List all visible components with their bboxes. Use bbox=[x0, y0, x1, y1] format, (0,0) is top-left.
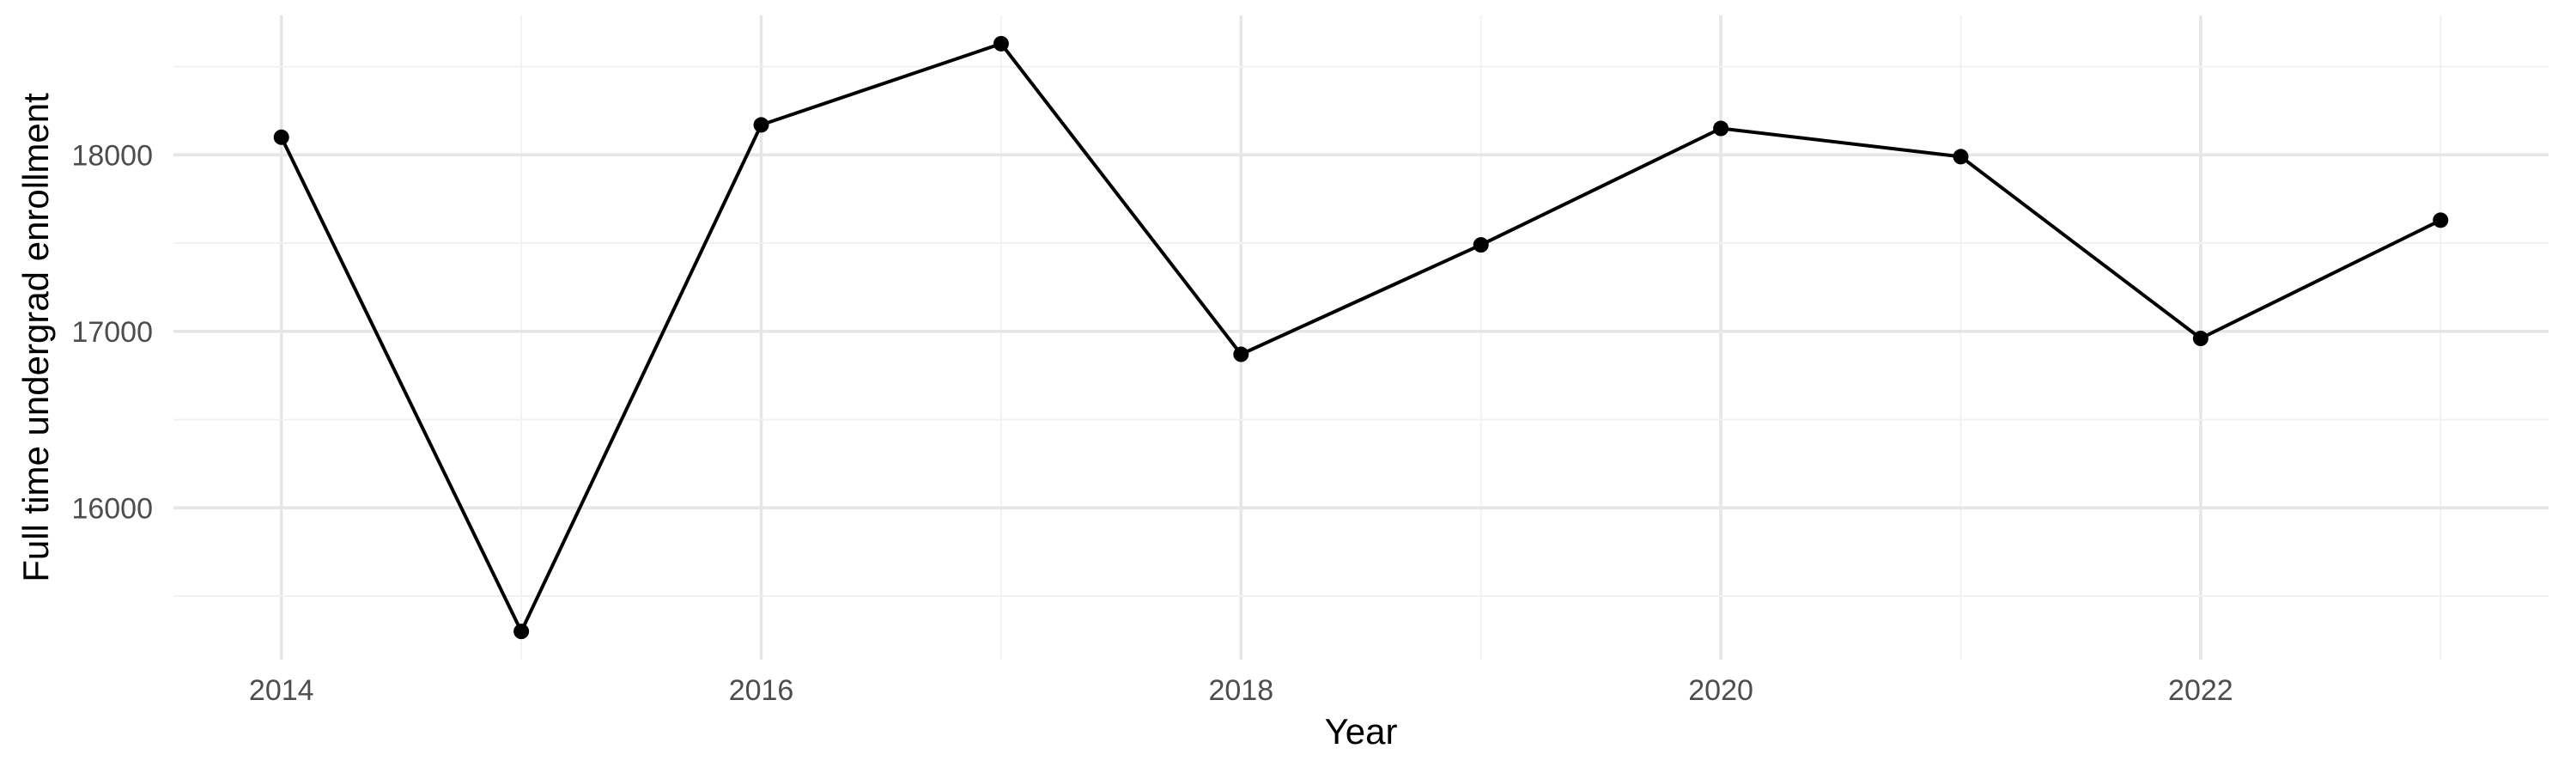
y-tick-label: 17000 bbox=[71, 316, 153, 349]
data-point bbox=[273, 129, 289, 145]
x-axis-title: Year bbox=[1325, 711, 1398, 752]
x-tick-label: 2016 bbox=[729, 674, 794, 707]
data-point bbox=[513, 624, 530, 640]
x-tick-label: 2014 bbox=[249, 674, 314, 707]
x-tick-label: 2018 bbox=[1208, 674, 1273, 707]
data-point bbox=[1953, 149, 1969, 165]
data-point bbox=[1473, 237, 1489, 253]
y-tick-label: 18000 bbox=[71, 139, 153, 172]
y-tick-label: 16000 bbox=[71, 492, 153, 525]
data-point bbox=[2192, 331, 2208, 347]
data-point bbox=[753, 117, 769, 133]
data-point bbox=[2433, 212, 2449, 228]
y-axis-ticks: 16000 17000 18000 bbox=[71, 139, 153, 525]
x-tick-label: 2022 bbox=[2168, 674, 2233, 707]
series-line bbox=[279, 41, 2443, 634]
grid-layer bbox=[173, 15, 2549, 660]
series-layer bbox=[273, 35, 2449, 640]
data-point bbox=[993, 35, 1009, 52]
data-point bbox=[1713, 120, 1729, 137]
data-point bbox=[1233, 346, 1249, 362]
y-axis-title: Full time undergrad enrollment bbox=[15, 93, 56, 582]
x-tick-label: 2020 bbox=[1688, 674, 1753, 707]
x-axis-ticks: 2014 2016 2018 2020 2022 bbox=[249, 674, 2233, 707]
